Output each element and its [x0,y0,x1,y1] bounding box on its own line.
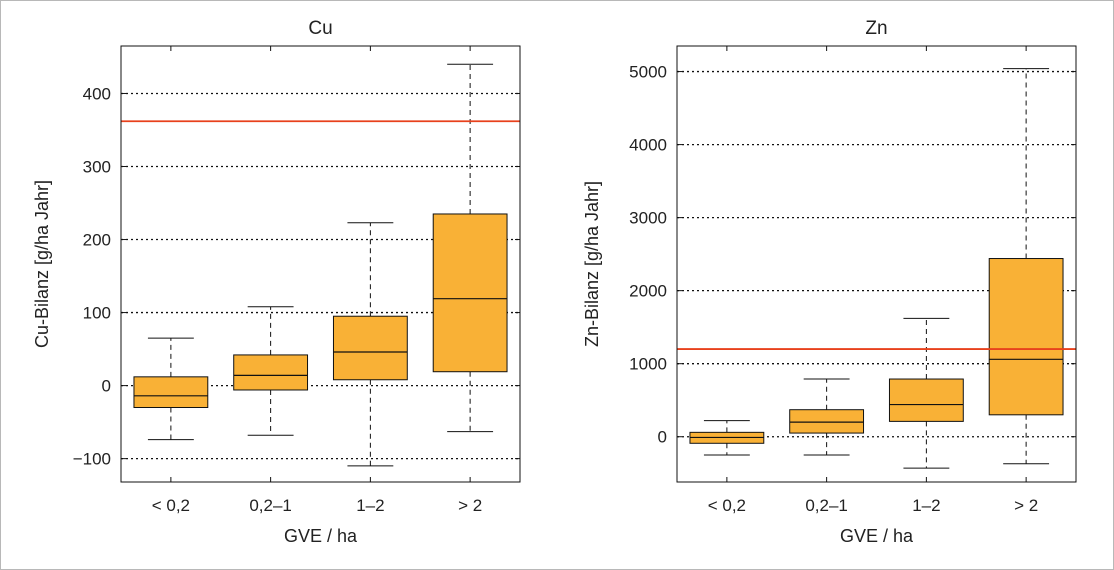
box-iqr [432,213,508,373]
box-2 [789,378,865,456]
box-2 [233,306,309,436]
y-tick-label: 0 [102,377,111,396]
box-1 [133,337,209,441]
x-tick-label: 0,2–1 [805,496,848,515]
x-tick-label: 1–2 [356,496,384,515]
x-tick-label: > 2 [458,496,482,515]
y-tick-label: 4000 [629,136,667,155]
y-tick-label: 3000 [629,209,667,228]
chart-panel-cu: −100 0 100 200 300 400 < 0,2 0,2–1 1–2 > 2 Cu GVE /… [32,18,521,546]
box-iqr [789,409,865,434]
y-axis-label: Cu-Bilanz [g/ha Jahr] [32,180,52,348]
box-iqr [332,315,408,381]
chart-title: Cu [308,18,332,39]
chart-panel-zn: 0 1000 2000 3000 4000 5000 < 0,2 0,2–1 1–2 > 2 Zn G… [582,18,1077,546]
box-iqr [133,376,209,409]
y-tick-label: 0 [658,428,667,447]
x-tick-label: 1–2 [912,496,940,515]
x-tick-label: > 2 [1014,496,1038,515]
y-tick-label: 2000 [629,282,667,301]
box-3 [888,317,964,469]
y-tick-label: −100 [73,450,111,469]
x-tick-label: < 0,2 [152,496,190,515]
y-tick-label: 5000 [629,63,667,82]
box-iqr [233,354,309,391]
x-tick-label: < 0,2 [708,496,746,515]
y-tick-label: 1000 [629,355,667,374]
plot-frame [120,45,521,483]
y-tick-label: 300 [83,158,111,177]
box-iqr [888,378,964,422]
y-tick-label: 100 [83,304,111,323]
y-axis-label: Zn-Bilanz [g/ha Jahr] [582,181,602,347]
x-axis-label: GVE / ha [284,526,358,546]
plot-frame [676,45,1077,483]
box-1 [689,420,765,456]
box-3 [332,222,408,467]
x-tick-label: 0,2–1 [249,496,292,515]
box-iqr [988,258,1064,416]
box-4 [432,63,508,433]
y-tick-label: 200 [83,231,111,250]
box-4 [988,68,1064,465]
y-tick-label: 400 [83,84,111,103]
chart-title: Zn [865,18,887,39]
x-axis-label: GVE / ha [840,526,914,546]
